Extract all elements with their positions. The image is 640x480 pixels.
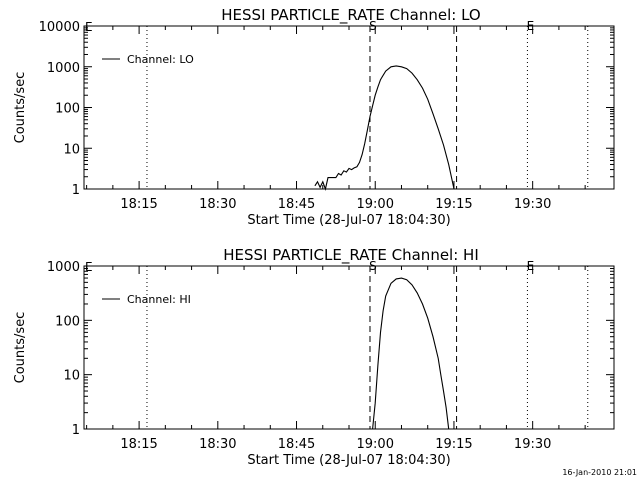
series-line — [314, 65, 455, 191]
y-axis-label: Counts/sec — [13, 72, 28, 144]
legend-label: Channel: HI — [127, 293, 191, 306]
x-tick-label: 19:15 — [435, 197, 472, 212]
marker-label: S — [369, 19, 377, 33]
corner-mark: E — [85, 20, 93, 34]
y-tick-label: 100 — [55, 314, 80, 329]
y-tick-label: 1 — [72, 183, 80, 198]
x-tick-label: 19:30 — [514, 197, 551, 212]
x-tick-label: 18:15 — [120, 437, 157, 452]
plot-frame — [83, 265, 615, 430]
marker-label: E — [527, 19, 535, 33]
series-line — [372, 277, 450, 430]
y-tick-label: 1000 — [47, 61, 80, 76]
footer-timestamp: 16-Jan-2010 21:01 — [562, 468, 637, 477]
x-tick-label: 18:30 — [199, 437, 236, 452]
chart-title: HESSI PARTICLE_RATE Channel: LO — [221, 6, 480, 25]
legend-label: Channel: LO — [127, 53, 194, 66]
x-tick-label: 18:45 — [278, 437, 315, 452]
y-tick-label: 100 — [55, 102, 80, 117]
corner-mark: E — [85, 260, 93, 274]
x-axis-label: Start Time (28-Jul-07 18:04:30) — [247, 453, 450, 468]
chart-title: HESSI PARTICLE_RATE Channel: HI — [223, 246, 479, 265]
y-tick-label: 1 — [72, 423, 80, 438]
x-tick-label: 19:00 — [357, 437, 394, 452]
y-tick-label: 1000 — [47, 260, 80, 275]
x-tick-label: 19:30 — [514, 437, 551, 452]
x-tick-label: 19:00 — [357, 197, 394, 212]
y-tick-label: 10000 — [39, 20, 80, 35]
marker-label: S — [369, 259, 377, 273]
y-tick-label: 10 — [63, 369, 80, 384]
marker-label: E — [527, 259, 535, 273]
y-axis-label: Counts/sec — [13, 312, 28, 384]
x-tick-label: 19:15 — [435, 437, 472, 452]
x-axis-label: Start Time (28-Jul-07 18:04:30) — [247, 213, 450, 228]
y-tick-label: 10 — [63, 142, 80, 157]
x-tick-label: 18:15 — [120, 197, 157, 212]
x-tick-label: 18:30 — [199, 197, 236, 212]
plot-frame — [83, 25, 615, 190]
x-tick-label: 18:45 — [278, 197, 315, 212]
